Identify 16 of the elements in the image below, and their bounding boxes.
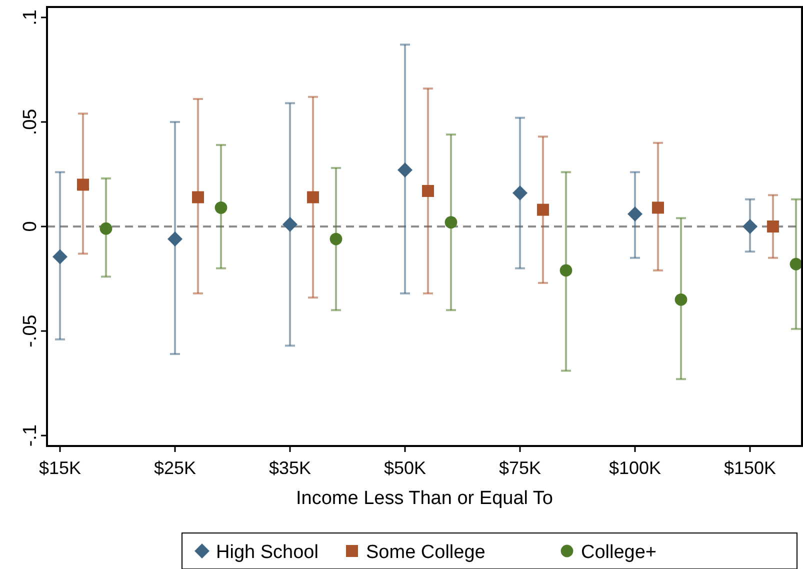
x-tick-label: $35K (268, 458, 312, 478)
y-tick-label: .05 (20, 108, 41, 136)
legend-label: High School (216, 542, 318, 563)
legend-label: College+ (581, 542, 657, 563)
x-tick-label: $25K (154, 458, 196, 478)
x-tick-label: $50K (384, 458, 426, 478)
y-tick-label: .1 (20, 10, 41, 26)
y-tick-label: -.05 (20, 314, 41, 348)
legend-label: Some College (366, 542, 486, 563)
x-tick-label: $75K (498, 458, 542, 478)
y-tick-label: -.1 (20, 424, 41, 447)
y-tick-label: 0 (20, 221, 41, 232)
x-axis-title: Income Less Than or Equal To (296, 488, 554, 509)
x-tick-label: $100K (608, 458, 662, 478)
x-tick-label: $150K (724, 458, 776, 478)
x-tick-label: $15K (38, 458, 82, 478)
